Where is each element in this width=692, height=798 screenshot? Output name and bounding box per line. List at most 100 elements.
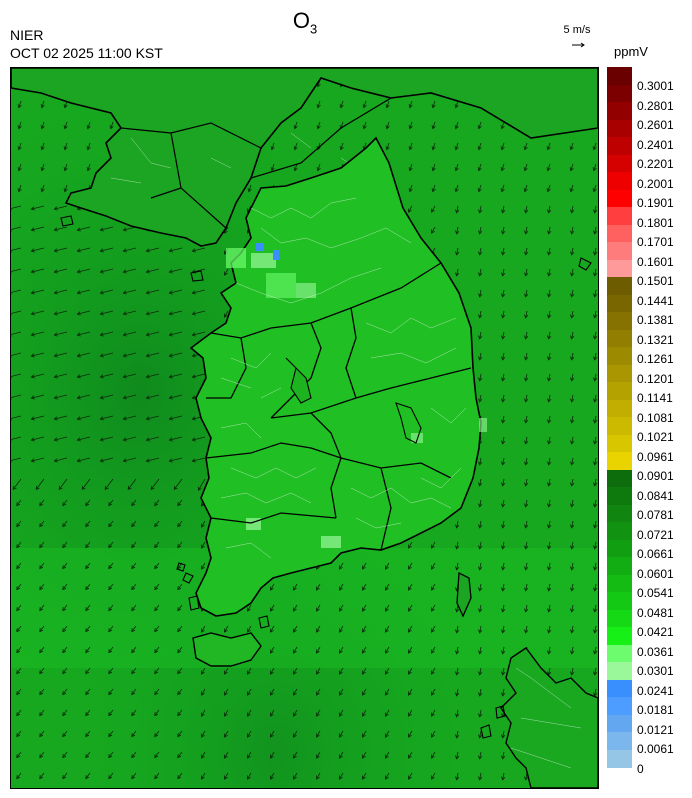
wind-vector-head	[385, 775, 389, 780]
wind-vector	[548, 625, 551, 633]
wind-vector-head	[131, 733, 136, 738]
wind-vector-head	[30, 269, 35, 274]
legend-swatch	[607, 732, 632, 750]
wind-vector-head	[168, 416, 173, 421]
small-island	[190, 270, 204, 282]
wind-vector-head	[168, 332, 173, 337]
wind-vector	[110, 121, 114, 129]
wind-vector	[11, 205, 22, 209]
small-island	[182, 572, 194, 584]
wind-vector	[502, 604, 505, 612]
wind-vector	[408, 709, 413, 717]
wind-vector	[339, 562, 344, 570]
wind-vector-head	[76, 269, 81, 274]
wind-vector	[247, 772, 252, 780]
legend-swatch	[607, 119, 632, 138]
wind-vector	[270, 709, 275, 717]
wind-vector	[431, 562, 436, 570]
legend-swatch	[607, 329, 632, 348]
wind-vector-head	[385, 733, 389, 738]
wind-vector	[571, 247, 574, 255]
wind-vector-head	[177, 733, 182, 738]
wind-vector-head	[500, 125, 505, 130]
wind-vector-head	[547, 461, 552, 466]
wind-vector	[270, 667, 275, 675]
wind-vector-head	[408, 670, 412, 675]
wind-vector	[431, 625, 436, 633]
wind-vector-head	[362, 649, 366, 654]
wind-vector	[409, 184, 413, 192]
wind-vector-head	[270, 607, 274, 612]
ozone-map[interactable]	[10, 67, 599, 789]
wind-vector	[77, 415, 91, 420]
wind-vector	[502, 520, 505, 528]
wind-vector-head	[385, 754, 389, 759]
wind-vector-head	[201, 523, 205, 528]
wind-vector	[409, 142, 413, 150]
wind-vector-head	[316, 691, 320, 696]
wind-vector-head	[16, 754, 21, 759]
wind-vector-head	[168, 395, 173, 400]
wind-vector-head	[547, 293, 552, 298]
wind-vector-head	[191, 416, 196, 421]
title-main: O	[292, 8, 310, 33]
wind-vector	[408, 730, 413, 738]
wind-vector	[39, 541, 45, 548]
wind-vector-head	[478, 503, 483, 508]
wind-vector-head	[478, 776, 483, 781]
wind-vector-head	[108, 649, 113, 654]
wind-vector	[41, 163, 45, 171]
wind-vector-head	[177, 607, 182, 612]
wind-vector	[108, 667, 114, 674]
wind-vector-head	[293, 712, 297, 717]
wind-vector-head	[362, 712, 366, 717]
wind-vector	[409, 121, 413, 129]
wind-vector-head	[85, 523, 90, 528]
agency-label: NIER	[10, 27, 44, 43]
wind-vector-head	[408, 649, 412, 654]
wind-vector	[77, 331, 91, 336]
wind-vector	[571, 499, 574, 507]
wind-vector	[571, 226, 574, 234]
wind-vector	[12, 478, 22, 490]
wind-vector	[201, 625, 206, 633]
wind-vector	[293, 751, 298, 759]
legend-swatch	[607, 434, 632, 453]
wind-vector	[525, 520, 528, 528]
legend-swatch	[607, 382, 632, 400]
wind-vector	[192, 457, 206, 462]
wind-vector	[31, 394, 45, 399]
wind-vector-head	[524, 440, 529, 445]
wind-vector-head	[316, 607, 320, 612]
wind-vector	[525, 541, 528, 549]
wind-vector	[11, 226, 22, 230]
wind-vector-head	[431, 125, 436, 130]
wind-vector-head	[455, 734, 460, 739]
wind-vector	[18, 142, 22, 150]
legend-label: 0.1381	[637, 313, 674, 327]
wind-vector-head	[547, 524, 552, 529]
wind-vector	[77, 226, 91, 231]
wind-vector	[317, 100, 321, 108]
north-province-borders	[120, 97, 392, 229]
wind-vector-head	[431, 733, 435, 738]
wind-vector	[594, 247, 597, 255]
wind-vector-head	[501, 629, 506, 634]
wind-vector-head	[455, 230, 460, 235]
wind-vector-head	[76, 416, 81, 421]
wind-vector	[571, 205, 574, 213]
legend-swatch	[607, 697, 632, 715]
wind-vector-head	[570, 671, 575, 676]
wind-vector-head	[316, 104, 321, 109]
wind-vector	[31, 436, 45, 441]
wind-vector	[456, 226, 459, 234]
wind-vector	[594, 541, 597, 549]
legend-swatch	[607, 347, 632, 365]
wind-vector-head	[30, 458, 35, 463]
wind-vector	[456, 709, 459, 717]
wind-vector	[154, 562, 160, 569]
wind-vector	[131, 604, 137, 611]
legend-label: 0.0781	[637, 508, 674, 522]
wind-vector	[31, 373, 45, 378]
wind-vector	[408, 541, 413, 549]
